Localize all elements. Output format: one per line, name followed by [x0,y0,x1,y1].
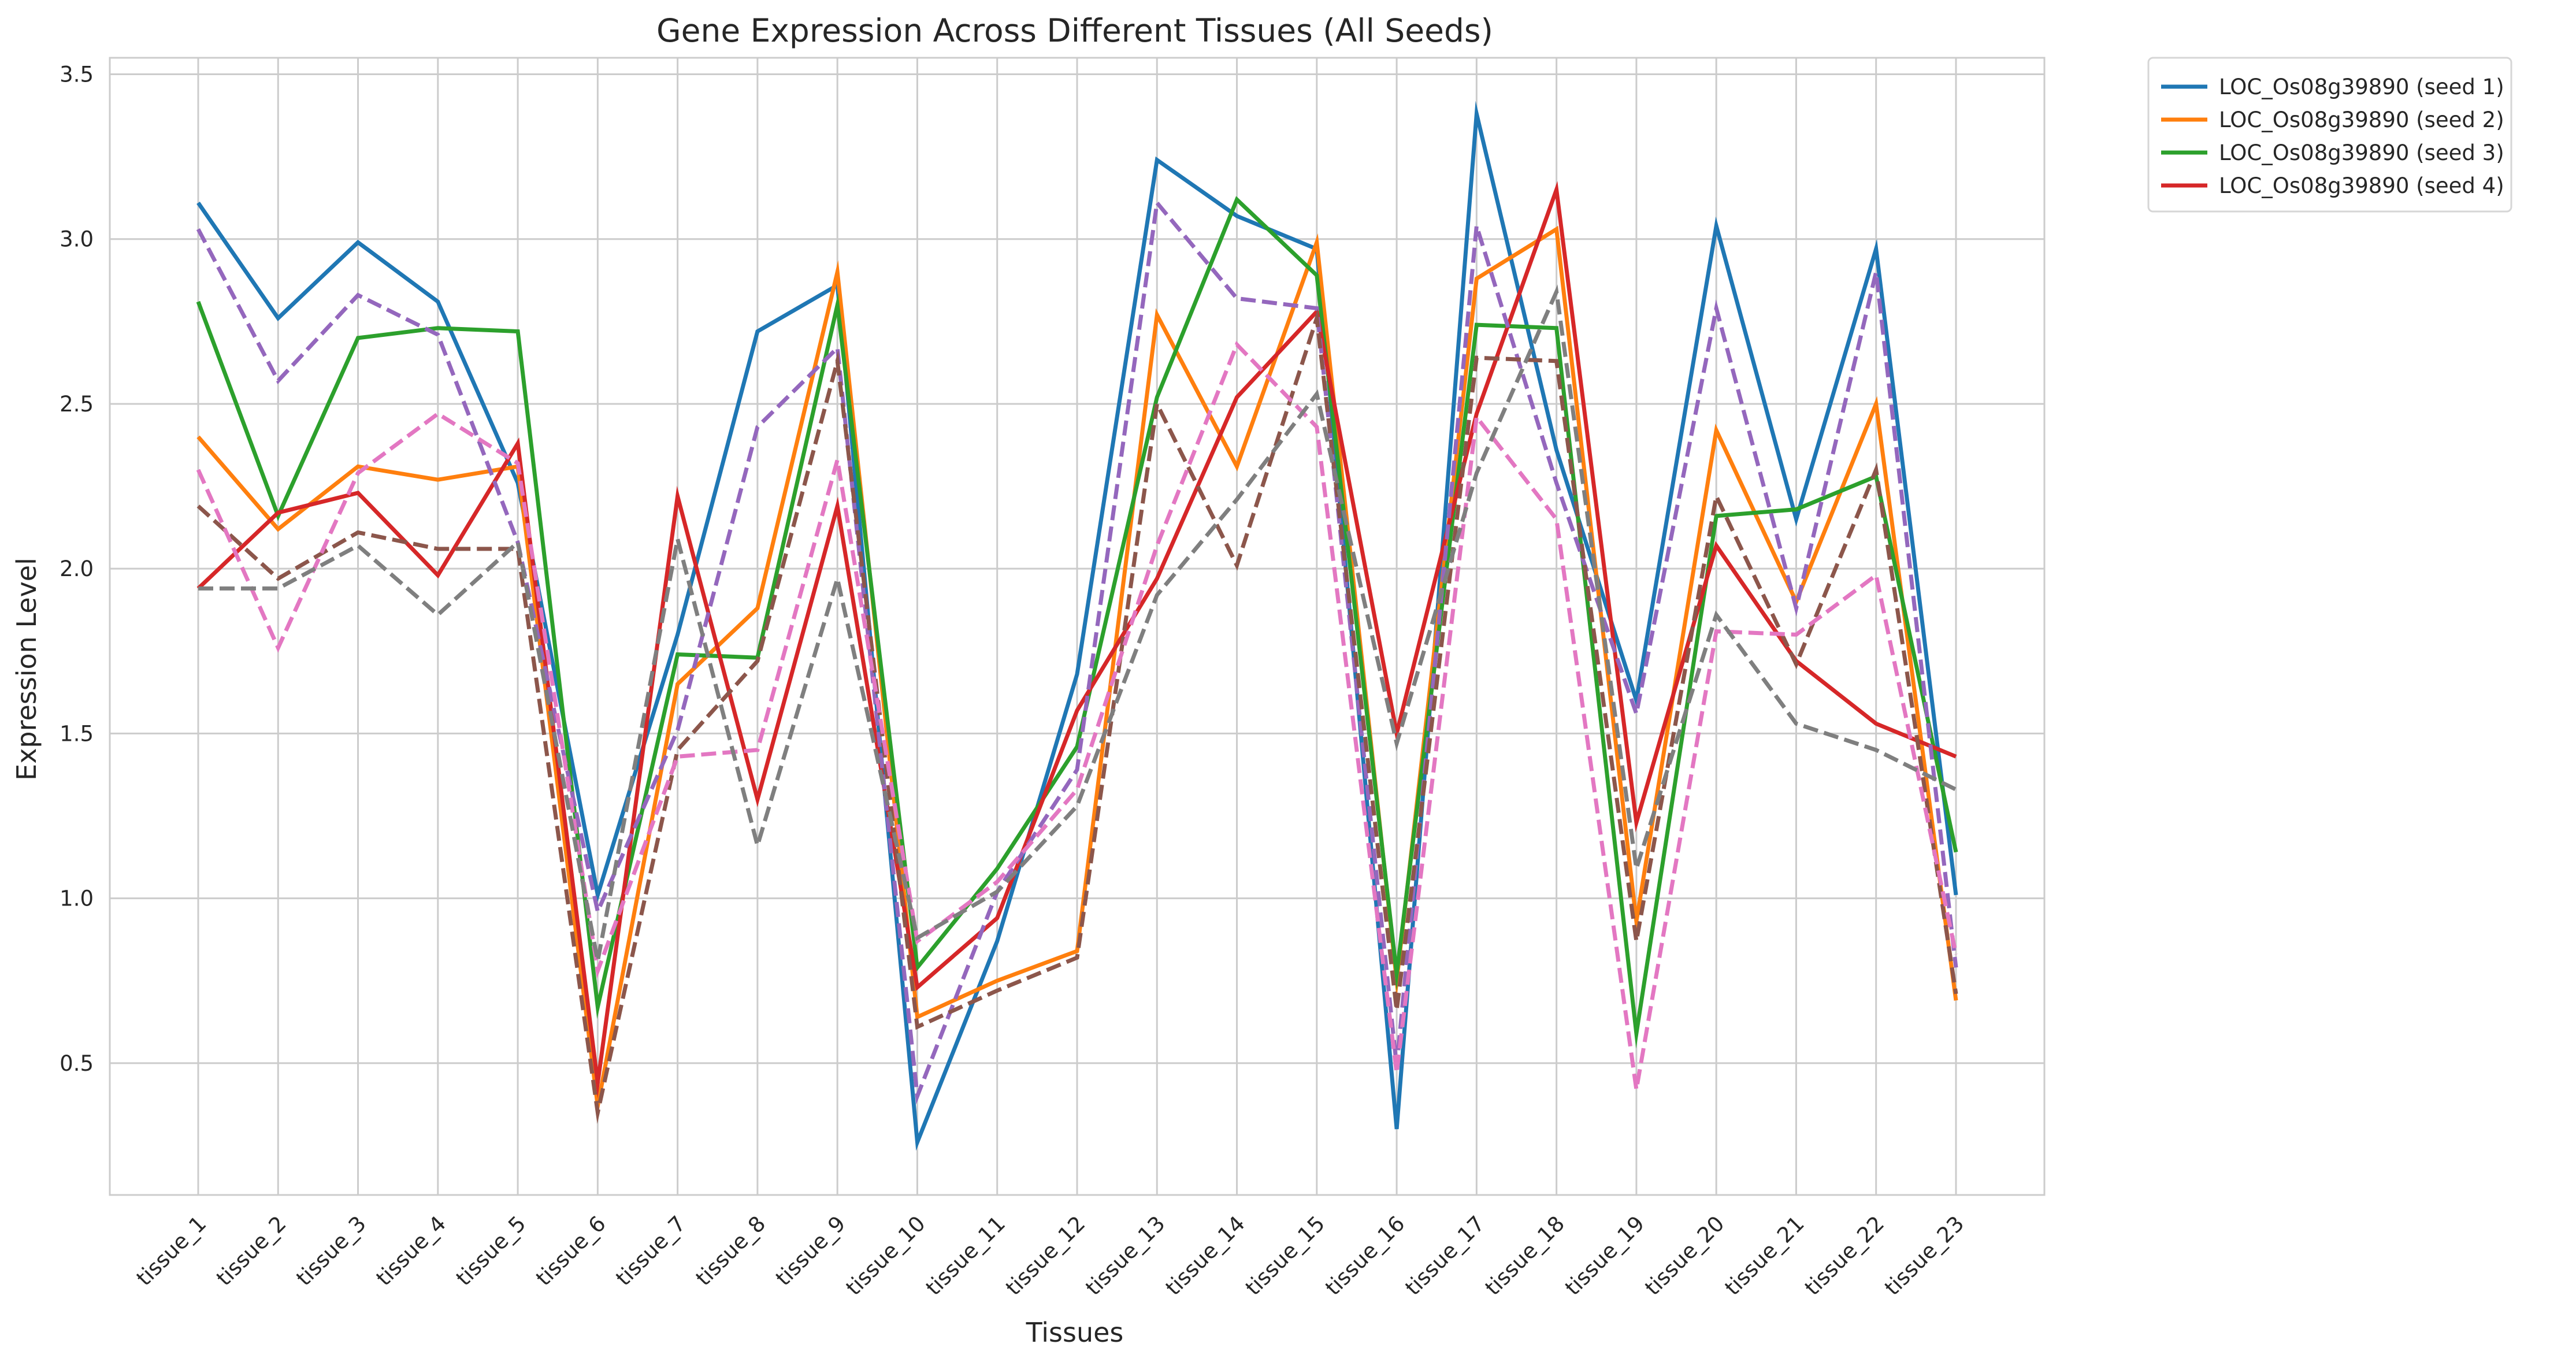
series-line-3 [196,196,1958,1049]
legend-label: LOC_Os08g39890 (seed 3) [2219,140,2504,165]
series-lines [196,101,1958,1151]
plot-area [109,57,2046,1196]
legend-box [2147,57,2512,213]
legend-label: LOC_Os08g39890 (seed 2) [2219,107,2504,132]
y-tick-label: 0.5 [60,1051,94,1076]
y-tick-label: 3.0 [60,227,94,252]
legend-label: LOC_Os08g39890 (seed 1) [2219,75,2504,99]
series-line-1 [196,101,1958,1151]
y-tick-label: 1.5 [60,721,94,746]
legend: LOC_Os08g39890 (seed 1) LOC_Os08g39890 (s… [2147,57,2512,213]
chart-title: Gene Expression Across Different Tissues… [656,12,1493,49]
series-line-5 [196,198,1958,1105]
y-tick-label: 2.5 [60,392,94,417]
series-line-7 [196,340,1958,1103]
y-axis: 0.5 1.0 1.5 2.0 2.5 3.0 3.5 [60,62,94,1076]
series-line-6 [196,309,1958,1124]
y-tick-label: 1.0 [60,886,94,911]
legend-label: LOC_Os08g39890 (seed 4) [2219,173,2504,198]
y-tick-label: 2.0 [60,556,94,581]
series-line-8 [198,284,1957,972]
y-axis-label: Expression Level [11,558,42,781]
y-tick-label: 3.5 [60,62,94,87]
x-axis-label: Tissues [1026,1317,1124,1348]
series-line-4 [196,181,1957,1099]
plot-frame [109,57,2046,1196]
